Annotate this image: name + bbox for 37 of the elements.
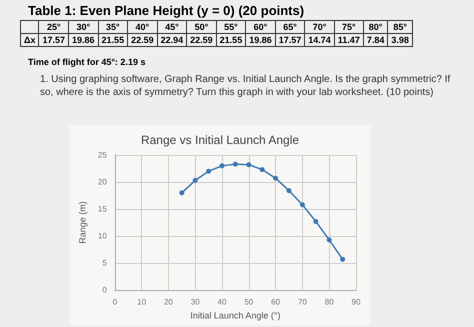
y-tick-label: 25 (98, 150, 108, 160)
point (273, 176, 278, 181)
chart-title: Range vs Initial Launch Angle (140, 133, 300, 147)
y-tick-label: 5 (102, 258, 108, 268)
caption: Table 1: Even Plane Height (y = 0) (20 points) (28, 3, 306, 18)
x-tick-label: 30 (190, 298, 200, 307)
point (286, 188, 292, 194)
point (300, 202, 305, 208)
x-tick-label: 60 (271, 298, 281, 307)
text: 1. Using graphing software, Graph Range vs. Initial Launch Angle. Is the graph symmetric? If so, where is the axis of symmetry? Turn this graph in with your lab worksheet. (10 points) (40, 73, 452, 99)
x-tick-label: 10 (137, 298, 147, 307)
y-tick-label: 10 (98, 232, 108, 241)
text: Δx 17.57 19.86 21.55 22.59 22.94 22.59 21.55 19.86 17.57 14.74 11.47 7.84 3.98 (24, 35, 409, 45)
text: Time of flight for 45°: 2.19 s (28, 57, 146, 67)
point (313, 218, 318, 224)
point (260, 167, 265, 172)
x-tick-label: 20 (164, 298, 174, 307)
point (220, 163, 224, 168)
x-tick-label: 70 (298, 298, 308, 307)
point (246, 162, 252, 168)
y-tick-label: 20 (98, 178, 108, 187)
point (206, 168, 212, 174)
x-tick-label: 0 (112, 298, 118, 307)
x-tick-label: 50 (244, 298, 254, 307)
text: 25° 30° 35° 40° 45° 50° 55° 60° 65° 70° 75° 80° 85° (46, 22, 407, 32)
point (340, 256, 346, 262)
x-axis-title: Initial Launch Angle (°) (190, 310, 280, 320)
y-tick-label: 0 (102, 286, 108, 295)
x-tick-label: 90 (352, 298, 361, 307)
x-tick-label: 40 (218, 298, 227, 307)
point (326, 237, 332, 242)
y-tick-label: 15 (98, 204, 108, 214)
point (232, 162, 238, 167)
point (192, 178, 198, 183)
x-tick-label: 80 (324, 298, 334, 307)
y-axis-title: Range (m) (78, 201, 88, 244)
point (179, 190, 184, 196)
